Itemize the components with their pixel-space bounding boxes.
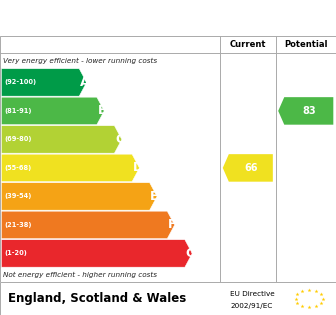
Text: E: E — [150, 190, 159, 203]
Text: 2002/91/EC: 2002/91/EC — [230, 303, 272, 309]
Text: (39-54): (39-54) — [4, 193, 31, 199]
Polygon shape — [1, 154, 139, 182]
Text: EU Directive: EU Directive — [230, 290, 275, 296]
Text: D: D — [133, 161, 143, 175]
Polygon shape — [278, 97, 333, 125]
Text: 66: 66 — [244, 163, 258, 173]
Text: Energy Efficiency Rating: Energy Efficiency Rating — [10, 9, 239, 27]
Text: (69-80): (69-80) — [4, 136, 32, 142]
Text: B: B — [97, 104, 107, 117]
Text: (55-68): (55-68) — [4, 165, 31, 171]
Text: Current: Current — [229, 40, 266, 49]
Text: (1-20): (1-20) — [4, 250, 27, 256]
Text: C: C — [115, 133, 124, 146]
Polygon shape — [1, 211, 175, 239]
Text: F: F — [168, 218, 176, 232]
Polygon shape — [1, 126, 122, 153]
Text: Very energy efficient - lower running costs: Very energy efficient - lower running co… — [3, 58, 158, 64]
Text: (81-91): (81-91) — [4, 108, 32, 114]
Polygon shape — [1, 183, 157, 210]
Text: (92-100): (92-100) — [4, 79, 36, 85]
Polygon shape — [1, 69, 87, 96]
Text: England, Scotland & Wales: England, Scotland & Wales — [8, 292, 187, 305]
Text: A: A — [80, 76, 89, 89]
Polygon shape — [1, 240, 192, 267]
Text: 83: 83 — [302, 106, 316, 116]
Polygon shape — [223, 154, 273, 182]
Text: Potential: Potential — [284, 40, 328, 49]
Text: Not energy efficient - higher running costs: Not energy efficient - higher running co… — [3, 272, 157, 278]
Polygon shape — [1, 97, 104, 125]
Text: (21-38): (21-38) — [4, 222, 32, 228]
Text: G: G — [185, 247, 196, 260]
